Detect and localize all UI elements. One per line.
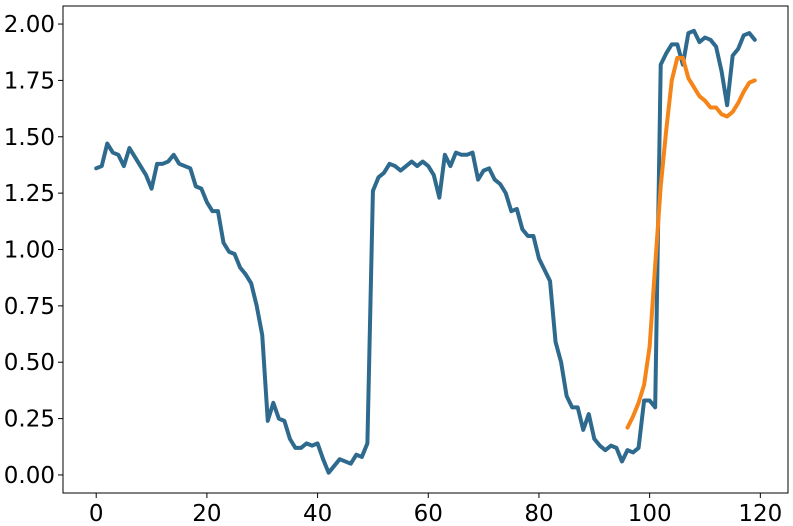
x-tick-label: 60 bbox=[414, 501, 443, 526]
y-tick-label: 1.25 bbox=[4, 181, 55, 207]
plot-frame bbox=[62, 5, 789, 494]
y-tick-label: 0.00 bbox=[4, 463, 55, 489]
x-tick-label: 40 bbox=[303, 501, 332, 526]
plot-series bbox=[94, 28, 757, 475]
y-tick-label: 2.00 bbox=[4, 12, 55, 38]
x-tick-label: 100 bbox=[628, 501, 672, 526]
x-tick-label: 0 bbox=[89, 501, 104, 526]
y-tick-label: 1.00 bbox=[4, 238, 55, 264]
series-line-1 bbox=[625, 55, 757, 430]
x-tick-label: 120 bbox=[738, 501, 782, 526]
y-tick-label: 0.50 bbox=[4, 350, 55, 376]
y-tick-label: 0.75 bbox=[4, 294, 55, 320]
series-1 bbox=[625, 55, 757, 430]
x-tick-label: 80 bbox=[524, 501, 553, 526]
y-tick-label: 0.25 bbox=[4, 407, 55, 433]
y-tick-label: 1.75 bbox=[4, 68, 55, 94]
x-tick-label: 20 bbox=[192, 501, 221, 526]
x-axis: 0 20 40 60 80 100 120 bbox=[89, 493, 782, 526]
y-tick-label: 1.50 bbox=[4, 125, 55, 151]
y-axis: 0.00 0.25 0.50 0.75 1.00 1.25 1.50 1.75 2.00 bbox=[4, 12, 63, 489]
series-line-0 bbox=[94, 28, 757, 475]
